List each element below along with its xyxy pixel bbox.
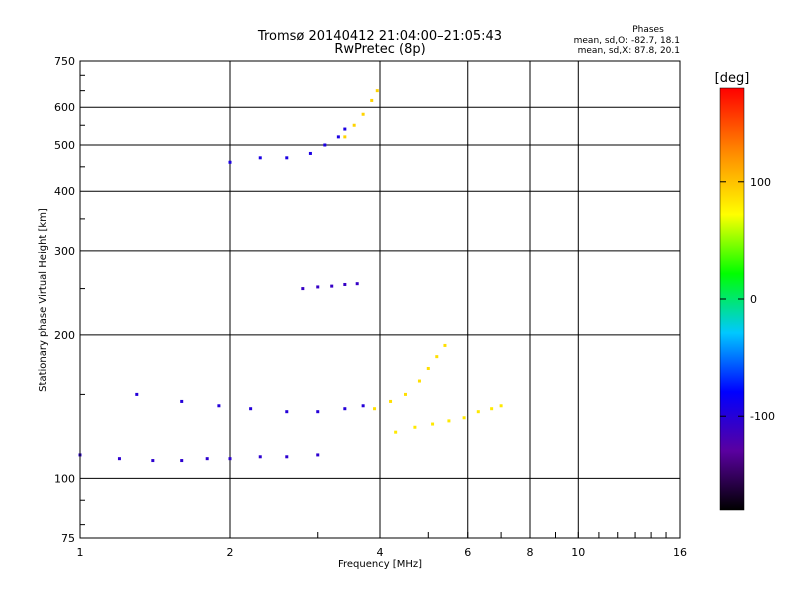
data-point [117,457,121,461]
data-point [343,127,347,131]
colorbar-tick-label: 0 [750,293,757,306]
colorbar-tick-label: 100 [750,176,771,189]
plot-grid [79,60,681,539]
data-point [490,407,494,411]
data-point [249,407,253,411]
chart-subtitle: RwPretec (8p) [334,42,425,57]
data-point [343,407,347,411]
colorbar-label: [deg] [715,71,750,86]
data-point [316,285,320,289]
y-tick-label: 400 [54,185,75,198]
colorbar-ticks: 100 0 -100 [720,176,775,423]
x-tick-label: 2 [227,546,234,559]
y-tick-label: 200 [54,329,75,342]
data-point [343,135,347,139]
x-tick-label: 6 [464,546,471,559]
y-tick-label: 75 [61,532,75,545]
data-point [343,282,347,286]
data-point [258,156,262,160]
data-point [361,404,365,408]
data-point [373,407,377,411]
data-point [499,404,503,408]
y-tick-label: 100 [54,472,75,485]
data-point [228,160,232,164]
y-tick-label: 600 [54,101,75,114]
data-point [308,151,312,155]
data-point [462,416,466,420]
data-point [352,123,356,127]
data-point [285,410,289,414]
y-tick-label: 750 [54,55,75,68]
x-tick-label: 1 [77,546,84,559]
data-point [403,392,407,396]
data-point [316,410,320,414]
stats-x-mode: mean, sd,X: 87.8, 20.1 [578,46,680,56]
data-point [355,282,359,286]
data-point [180,459,184,463]
x-axis: 1 2 4 6 8 10 16 [77,532,687,559]
data-point [370,98,374,102]
y-axis: 75 100 200 300 400 500 600 750 [54,55,85,545]
data-point [447,419,451,423]
data-point [417,379,421,383]
data-point [389,399,393,403]
data-point [375,89,379,93]
data-point [413,425,417,429]
data-point [151,459,155,463]
data-point [476,410,480,414]
x-tick-label: 16 [673,546,687,559]
data-point [443,343,447,347]
y-axis-label: Stationary phase Virtual Height [km] [38,208,49,392]
x-tick-label: 4 [377,546,384,559]
x-tick-label: 10 [571,546,585,559]
x-tick-label: 8 [527,546,534,559]
data-point [323,143,327,147]
data-point [285,156,289,160]
data-point [435,355,439,359]
data-point [330,284,334,288]
chart-title: Tromsø 20140412 21:04:00–21:05:43 [257,29,502,44]
data-point [426,366,430,370]
data-point [228,457,232,461]
data-point [258,455,262,459]
colorbar: [deg] 100 0 -100 [715,71,775,511]
data-point [180,399,184,403]
data-points [78,89,503,463]
y-tick-label: 500 [54,139,75,152]
data-point [301,287,305,291]
colorbar-tick-label: -100 [750,410,775,423]
data-point [336,135,340,139]
stats-o-mode: mean, sd,O: -82.7, 18.1 [574,36,680,46]
data-point [205,457,209,461]
stats-heading: Phases [632,25,664,35]
data-point [361,112,365,116]
data-point [217,404,221,408]
data-point [316,453,320,457]
data-point [285,455,289,459]
x-axis-label: Frequency [MHz] [338,559,422,570]
y-tick-label: 300 [54,245,75,258]
data-point [135,392,139,396]
data-point [394,430,398,434]
data-point [431,422,435,426]
